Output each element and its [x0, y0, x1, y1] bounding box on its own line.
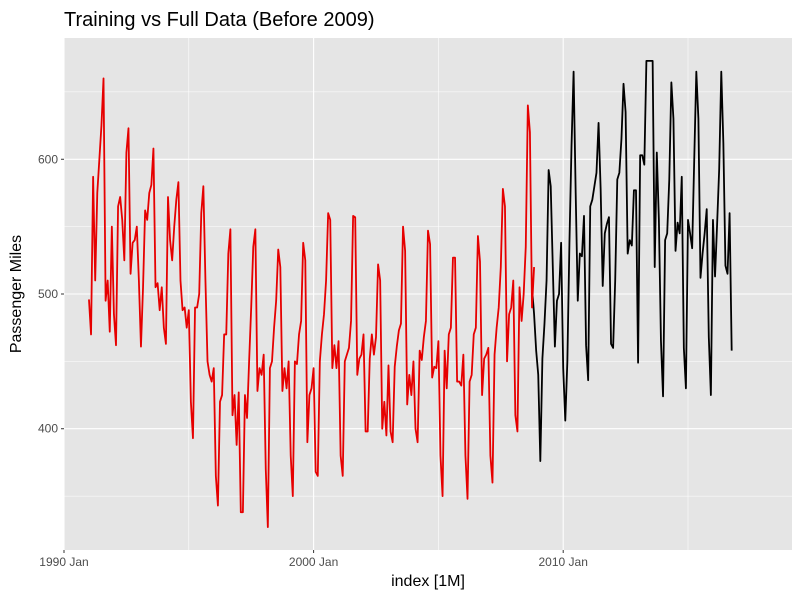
x-tick-label: 2010 Jan — [539, 555, 588, 569]
chart-title: Training vs Full Data (Before 2009) — [64, 9, 375, 31]
x-tick-label: 2000 Jan — [289, 555, 338, 569]
series-lines — [88, 60, 733, 528]
y-tick-label: 400 — [38, 422, 58, 436]
y-axis-title: Passenger Miles — [8, 235, 25, 353]
series-line-0 — [531, 60, 733, 462]
series-line-1 — [88, 77, 535, 528]
gridlines — [63, 38, 792, 550]
x-tick-label: 1990 Jan — [39, 555, 88, 569]
y-axis: 400 500 600 — [38, 152, 64, 436]
y-tick-label: 500 — [38, 287, 58, 301]
x-axis: 1990 Jan 2000 Jan 2010 Jan — [39, 550, 588, 569]
x-axis-title: index [1M] — [391, 573, 465, 590]
y-tick-label: 600 — [38, 152, 58, 166]
